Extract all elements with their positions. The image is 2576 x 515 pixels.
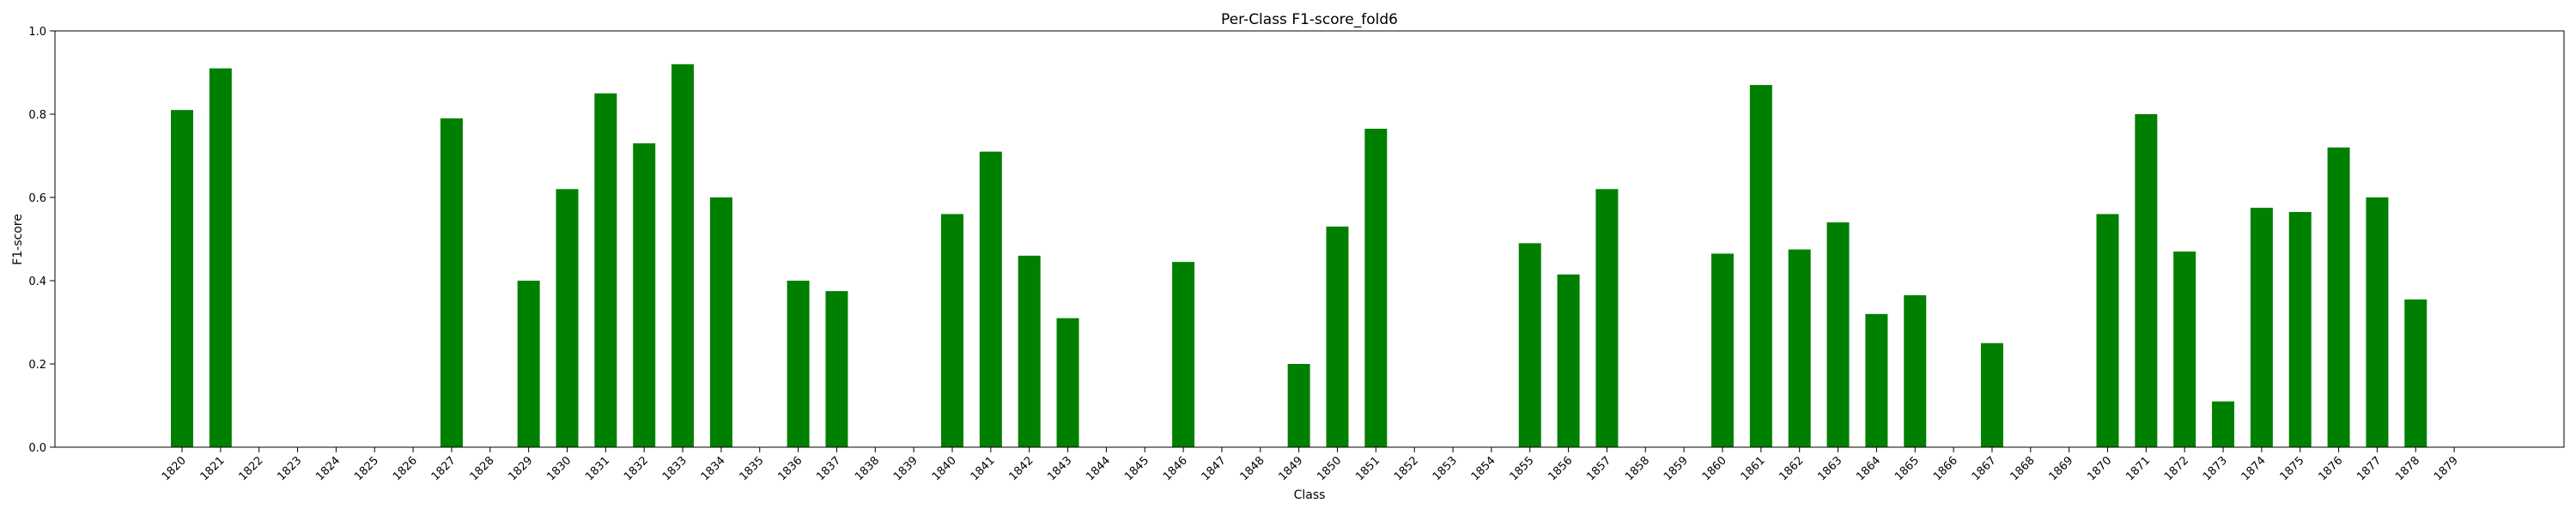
bar-1836 — [787, 281, 810, 447]
bar-1872 — [2173, 251, 2196, 447]
bar-1841 — [979, 151, 1002, 447]
bar-1833 — [671, 64, 695, 448]
bar-1856 — [1557, 274, 1580, 447]
bar-1870 — [2096, 214, 2119, 447]
chart-title: Per-Class F1-score_fold6 — [1221, 11, 1398, 28]
bar-1874 — [2250, 208, 2273, 447]
bar-1840 — [941, 214, 963, 447]
y-tick-label: 0.0 — [28, 442, 46, 455]
bar-1865 — [1904, 294, 1927, 447]
y-tick-label: 0.4 — [28, 276, 46, 288]
bar-1875 — [2288, 211, 2312, 447]
bar-1832 — [633, 142, 656, 447]
bar-1834 — [709, 197, 732, 447]
bar-1873 — [2212, 401, 2235, 447]
bar-1846 — [1172, 262, 1195, 447]
bar-1864 — [1865, 313, 1888, 447]
y-tick-label: 0.2 — [28, 359, 46, 372]
bar-1867 — [1980, 342, 2003, 447]
bar-1857 — [1595, 189, 1619, 448]
bar-1829 — [517, 281, 540, 447]
plot-frame — [54, 30, 2565, 448]
bar-1871 — [2135, 114, 2158, 447]
bar-1860 — [1711, 253, 1734, 447]
bar-1861 — [1749, 85, 1772, 448]
bar-1876 — [2327, 147, 2350, 448]
bar-1878 — [2404, 299, 2427, 447]
bar-1842 — [1018, 255, 1041, 447]
bar-1862 — [1788, 249, 1811, 447]
bar-1849 — [1287, 364, 1310, 447]
y-axis: 0.0 0.2 0.4 0.6 0.8 1.0 — [28, 26, 55, 455]
bar-1877 — [2366, 197, 2389, 447]
bars-group — [171, 64, 2427, 448]
bar-1831 — [594, 93, 617, 447]
bar-1830 — [556, 189, 579, 448]
bar-1820 — [171, 110, 193, 447]
x-axis-label: Class — [1294, 488, 1326, 502]
bar-1855 — [1518, 243, 1541, 447]
bar-1850 — [1326, 226, 1349, 447]
bar-1863 — [1826, 222, 1850, 447]
bar-1851 — [1364, 128, 1388, 447]
bar-1837 — [825, 291, 848, 447]
bar-1827 — [440, 118, 463, 447]
y-tick-label: 1.0 — [28, 26, 46, 39]
bar-1843 — [1056, 318, 1079, 447]
y-tick-label: 0.8 — [28, 109, 46, 122]
y-tick-label: 0.6 — [28, 192, 46, 205]
bar-1821 — [209, 68, 232, 448]
y-axis-label: F1-score — [11, 214, 25, 265]
